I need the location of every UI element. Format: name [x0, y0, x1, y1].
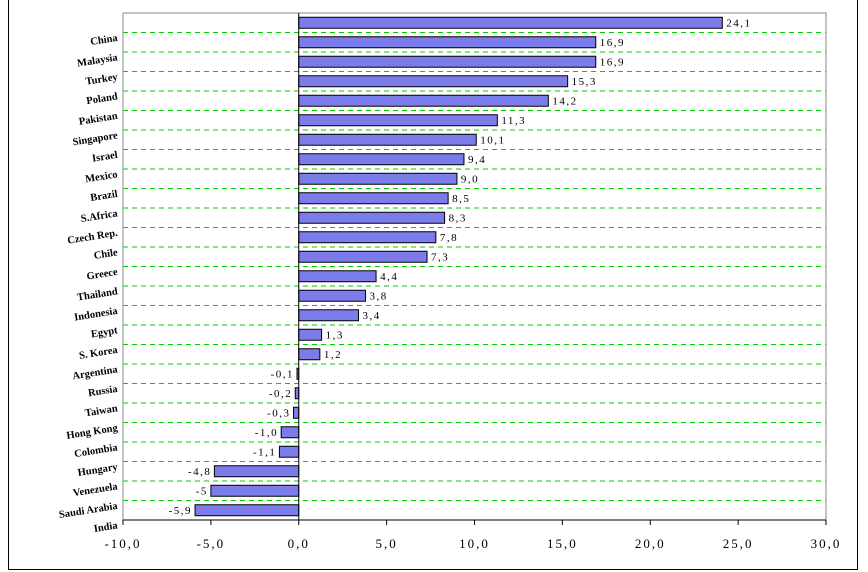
- bar-brazil: [298, 172, 458, 185]
- bar-colombia: [280, 426, 300, 439]
- bar-mexico: [298, 153, 465, 166]
- bar-value-label: -5: [196, 485, 208, 497]
- category-label: S. Korea: [78, 345, 119, 362]
- bar-saudi-arabia: [210, 484, 300, 497]
- category-label: Malaysia: [76, 52, 119, 69]
- category-label: Russia: [87, 384, 119, 400]
- category-label: Mexico: [84, 169, 118, 185]
- bar-value-label: 9,4: [468, 154, 486, 166]
- category-label: China: [90, 33, 120, 48]
- x-tick-label: -10,0: [104, 536, 141, 551]
- chart-frame: [8, 0, 858, 570]
- bar-value-label: 4,4: [380, 271, 398, 283]
- bar-value-label: 14,2: [552, 95, 577, 107]
- bar-value-label: -1,1: [253, 446, 276, 458]
- bar-value-label: 3,8: [370, 290, 388, 302]
- bar-value-label: -0,2: [269, 388, 292, 400]
- bar-poland: [298, 75, 569, 88]
- bar-value-label: 1,2: [324, 349, 342, 361]
- bar-thailand: [298, 270, 377, 283]
- x-tick-label: -5,0: [197, 536, 226, 551]
- bar-greece: [298, 250, 428, 263]
- category-label: Poland: [86, 91, 119, 107]
- bar-czech-rep-: [298, 211, 446, 224]
- bar-venezuela: [213, 465, 300, 478]
- bar-value-label: -4,8: [188, 466, 211, 478]
- bar-value-label: 11,3: [501, 115, 526, 127]
- x-tick-label: 30,0: [811, 536, 842, 551]
- bar-s-africa: [298, 192, 449, 205]
- bar-value-label: -1,0: [255, 427, 278, 439]
- category-label: Greece: [86, 267, 119, 283]
- bar-value-label: 7,8: [440, 232, 458, 244]
- bar-value-label: 9,0: [461, 173, 479, 185]
- category-label: Singapore: [72, 130, 119, 148]
- bar-value-label: 8,3: [449, 212, 467, 224]
- bar-value-label: 16,9: [600, 37, 625, 49]
- bar-malaysia: [298, 36, 597, 49]
- category-label: Egypt: [90, 325, 119, 340]
- bar-value-label: 10,1: [480, 134, 505, 146]
- category-label: Hungary: [77, 462, 119, 479]
- category-label: Hong Kong: [66, 423, 119, 442]
- category-label: Chile: [93, 247, 119, 262]
- bar-value-label: -0,1: [271, 368, 294, 380]
- bar-value-label: 15,3: [572, 76, 597, 88]
- category-label: Argentina: [72, 364, 119, 382]
- bar-turkey: [298, 55, 597, 68]
- x-tick-label: 5,0: [376, 536, 398, 551]
- bar-hong-kong: [292, 406, 300, 419]
- category-label: Indonesia: [74, 306, 120, 324]
- bar-value-label: -5,9: [169, 505, 192, 517]
- x-tick-label: 15,0: [547, 536, 578, 551]
- bar-india: [194, 504, 300, 517]
- x-tick-label: 25,0: [723, 536, 754, 551]
- category-label: S.Africa: [80, 208, 119, 225]
- bar-indonesia: [298, 289, 367, 302]
- bar-argentina: [298, 348, 321, 361]
- category-label: Taiwan: [84, 403, 118, 419]
- bar-israel: [298, 133, 477, 146]
- bar-taiwan: [294, 387, 300, 400]
- category-label: Venezuela: [72, 481, 119, 499]
- bar-egypt: [298, 309, 360, 322]
- bar-value-label: 8,5: [452, 193, 470, 205]
- x-tick-label: 10,0: [459, 536, 490, 551]
- category-label: India: [93, 520, 119, 535]
- category-label: Turkey: [85, 72, 119, 88]
- category-label: Brazil: [90, 189, 119, 204]
- bar-s-korea: [298, 328, 323, 341]
- bar-value-label: 16,9: [600, 56, 625, 68]
- bar-hungary: [278, 445, 300, 458]
- category-label: Saudi Arabia: [58, 501, 119, 521]
- x-tick-label: 0,0: [288, 536, 310, 551]
- category-label: Thailand: [76, 286, 118, 303]
- x-tick-label: 20,0: [635, 536, 666, 551]
- bar-pakistan: [298, 94, 549, 107]
- category-label: Czech Rep.: [67, 228, 119, 247]
- bar-value-label: 24,1: [726, 17, 751, 29]
- bar-value-label: -0,3: [267, 407, 290, 419]
- bar-value-label: 7,3: [431, 251, 449, 263]
- bar-value-label: 1,3: [326, 329, 344, 341]
- bar-value-label: 3,4: [363, 310, 381, 322]
- bar-singapore: [298, 114, 498, 127]
- category-label: Colombia: [74, 442, 120, 460]
- bar-chile: [298, 231, 437, 244]
- category-label: Pakistan: [78, 111, 118, 128]
- bar-china: [298, 16, 723, 29]
- category-label: Israel: [91, 150, 118, 165]
